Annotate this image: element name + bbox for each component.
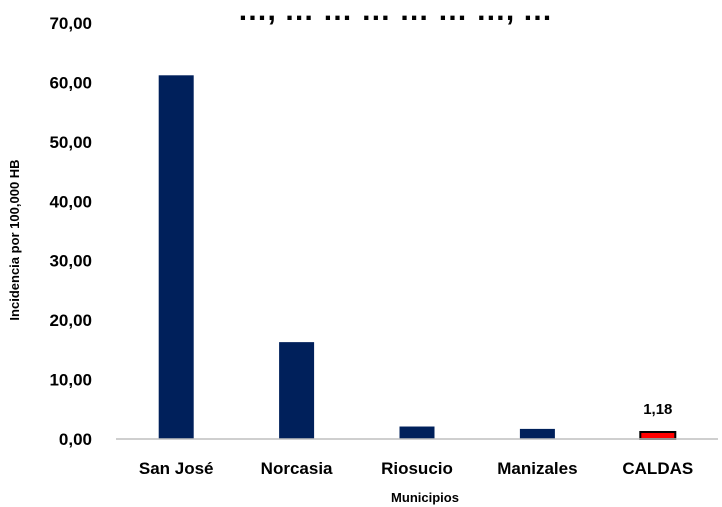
x-category-label: Manizales [497, 459, 577, 478]
y-tick-label: 0,00 [59, 430, 92, 449]
bars [158, 75, 677, 440]
bar-san-jos- [158, 75, 194, 439]
x-category-label: Riosucio [381, 459, 453, 478]
bar-manizales [519, 428, 555, 439]
y-axis-label: Incidencia por 100,000 HB [7, 159, 22, 320]
bar-norcasia [279, 342, 315, 439]
x-axis-categories: San José Norcasia Riosucio Manizales CALDAS [139, 459, 693, 478]
data-labels: 1,18 [643, 401, 672, 418]
y-tick-label: 20,00 [49, 311, 92, 330]
y-tick-label: 70,00 [49, 14, 92, 33]
y-tick-label: 50,00 [49, 133, 92, 152]
chart-title: …, … … … … … …, … [237, 0, 552, 27]
x-category-label: San José [139, 459, 214, 478]
x-category-label: Norcasia [261, 459, 333, 478]
y-tick-label: 60,00 [49, 73, 92, 92]
y-tick-label: 40,00 [49, 192, 92, 211]
y-tick-label: 30,00 [49, 252, 92, 271]
y-tick-label: 10,00 [49, 371, 92, 390]
x-axis-label: Municipios [391, 490, 459, 505]
bar-caldas [639, 430, 677, 440]
data-label: 1,18 [643, 401, 672, 418]
x-category-label: CALDAS [622, 459, 693, 478]
y-axis-ticks: 0,00 10,00 20,00 30,00 40,00 50,00 60,00 70,00 [49, 14, 92, 449]
bar-riosucio [399, 426, 435, 439]
